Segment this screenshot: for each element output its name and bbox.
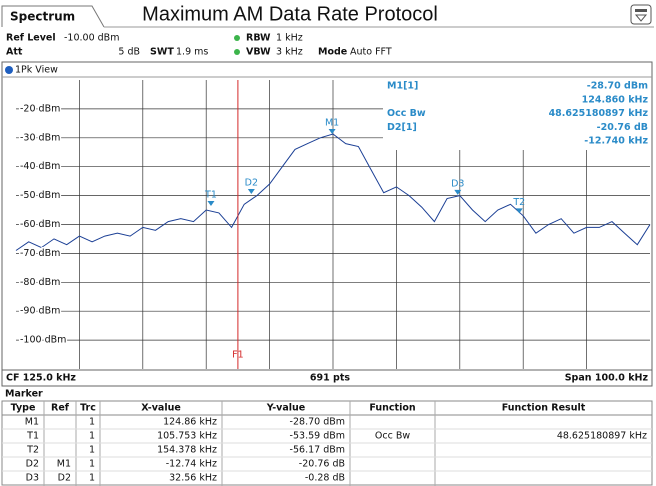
setting-value: 3 kHz: [276, 47, 303, 58]
marker-info-box: [383, 80, 650, 150]
marker-label: T2: [512, 197, 525, 208]
marker-info-value: -28.70 dBm: [587, 81, 648, 92]
setting-value: -10.00 dBm: [64, 33, 119, 44]
table-cell: M1: [57, 459, 71, 470]
setting-label: Ref Level: [6, 33, 56, 44]
view-dot: [5, 66, 13, 74]
marker: [207, 200, 215, 206]
table-cell: D3: [26, 473, 39, 484]
marker: [515, 208, 523, 214]
title: Maximum AM Data Rate Protocol: [142, 3, 438, 25]
table-cell: D2: [26, 459, 39, 470]
table-cell: -20.76 dB: [299, 459, 345, 470]
table-cell: M1: [25, 417, 39, 428]
y-tick-label: -40 dBm: [20, 161, 60, 172]
marker-label: T1: [204, 189, 217, 200]
view-label: 1Pk View: [15, 65, 58, 76]
table-cell: 124.86 kHz: [163, 417, 217, 428]
setting-label: Mode: [318, 47, 347, 58]
column-header: Ref: [51, 403, 70, 414]
table-cell: -56.17 dBm: [290, 445, 345, 456]
marker-info-value: -20.76 dB: [597, 122, 648, 133]
setting-label: RBW: [246, 33, 271, 44]
marker: [328, 129, 336, 135]
table-cell: 1: [89, 459, 95, 470]
display-line-label: F1: [232, 350, 244, 361]
column-header: Trc: [80, 403, 96, 414]
y-tick-label: -80 dBm: [20, 277, 60, 288]
tab-label[interactable]: Spectrum: [10, 10, 75, 24]
table-cell: -28.70 dBm: [290, 417, 345, 428]
column-header: Function: [369, 403, 415, 414]
setting-label: Att: [6, 47, 23, 58]
table-cell: 32.56 kHz: [169, 473, 217, 484]
span: Span 100.0 kHz: [565, 373, 649, 384]
column-header: Y-value: [266, 403, 306, 414]
table-cell: -53.59 dBm: [290, 431, 345, 442]
setting-value: Auto FFT: [350, 47, 392, 58]
table-cell: T1: [26, 431, 39, 442]
marker-label: D3: [451, 178, 464, 189]
status-dot: [234, 35, 240, 41]
table-title: Marker: [5, 389, 43, 400]
table-cell: -0.28 dB: [305, 473, 345, 484]
column-header: Function Result: [502, 403, 586, 414]
column-header: Type: [11, 403, 36, 414]
trace: [15, 133, 651, 251]
y-tick-label: -70 dBm: [20, 248, 60, 259]
marker: [454, 189, 462, 195]
y-tick-label: -50 dBm: [20, 190, 60, 201]
table-cell: 1: [89, 473, 95, 484]
table-cell: 48.625180897 kHz: [557, 431, 647, 442]
y-tick-label: -90 dBm: [20, 306, 60, 317]
marker-info-value: 48.625180897 kHz: [549, 108, 649, 119]
marker-label: D2: [245, 178, 258, 189]
y-tick-label: -20 dBm: [20, 103, 60, 114]
setting-label: VBW: [246, 47, 271, 58]
tab-shape[interactable]: [1, 5, 105, 28]
marker: [247, 189, 255, 195]
table-cell: T2: [26, 445, 39, 456]
marker-info-label: D2[1]: [387, 122, 417, 133]
table-cell: 1: [89, 417, 95, 428]
table-cell: -12.74 kHz: [166, 459, 217, 470]
y-tick-label: -100 dBm: [20, 335, 66, 346]
marker-info-label: M1[1]: [387, 81, 418, 92]
column-header: X-value: [141, 403, 181, 414]
table-cell: 105.753 kHz: [157, 431, 217, 442]
marker-info-label: Occ Bw: [387, 108, 426, 119]
table-cell: D2: [58, 473, 71, 484]
menu-icon[interactable]: [630, 4, 652, 25]
setting-label: SWT: [150, 47, 174, 58]
y-tick-label: -30 dBm: [20, 132, 60, 143]
marker-info-value: 124.860 kHz: [582, 94, 649, 105]
setting-value: 5 dB: [118, 47, 140, 58]
table-cell: 1: [89, 431, 95, 442]
marker-info-value: -12.740 kHz: [584, 136, 648, 147]
setting-value: 1 kHz: [276, 33, 303, 44]
table-cell: 1: [89, 445, 95, 456]
table-cell: 154.378 kHz: [157, 445, 217, 456]
setting-value: 1.9 ms: [176, 47, 208, 58]
center-frequency: CF 125.0 kHz: [6, 373, 76, 384]
points: 691 pts: [310, 373, 350, 384]
status-dot: [234, 49, 240, 55]
table-cell: Occ Bw: [375, 431, 410, 442]
y-tick-label: -60 dBm: [20, 219, 60, 230]
marker-label: M1: [325, 118, 339, 129]
